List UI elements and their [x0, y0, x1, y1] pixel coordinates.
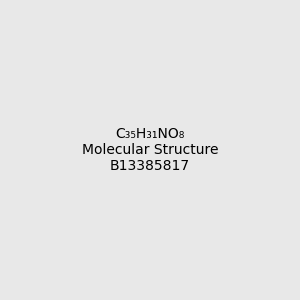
- Text: C₃₅H₃₁NO₈
Molecular Structure
B13385817: C₃₅H₃₁NO₈ Molecular Structure B13385817: [82, 127, 218, 173]
